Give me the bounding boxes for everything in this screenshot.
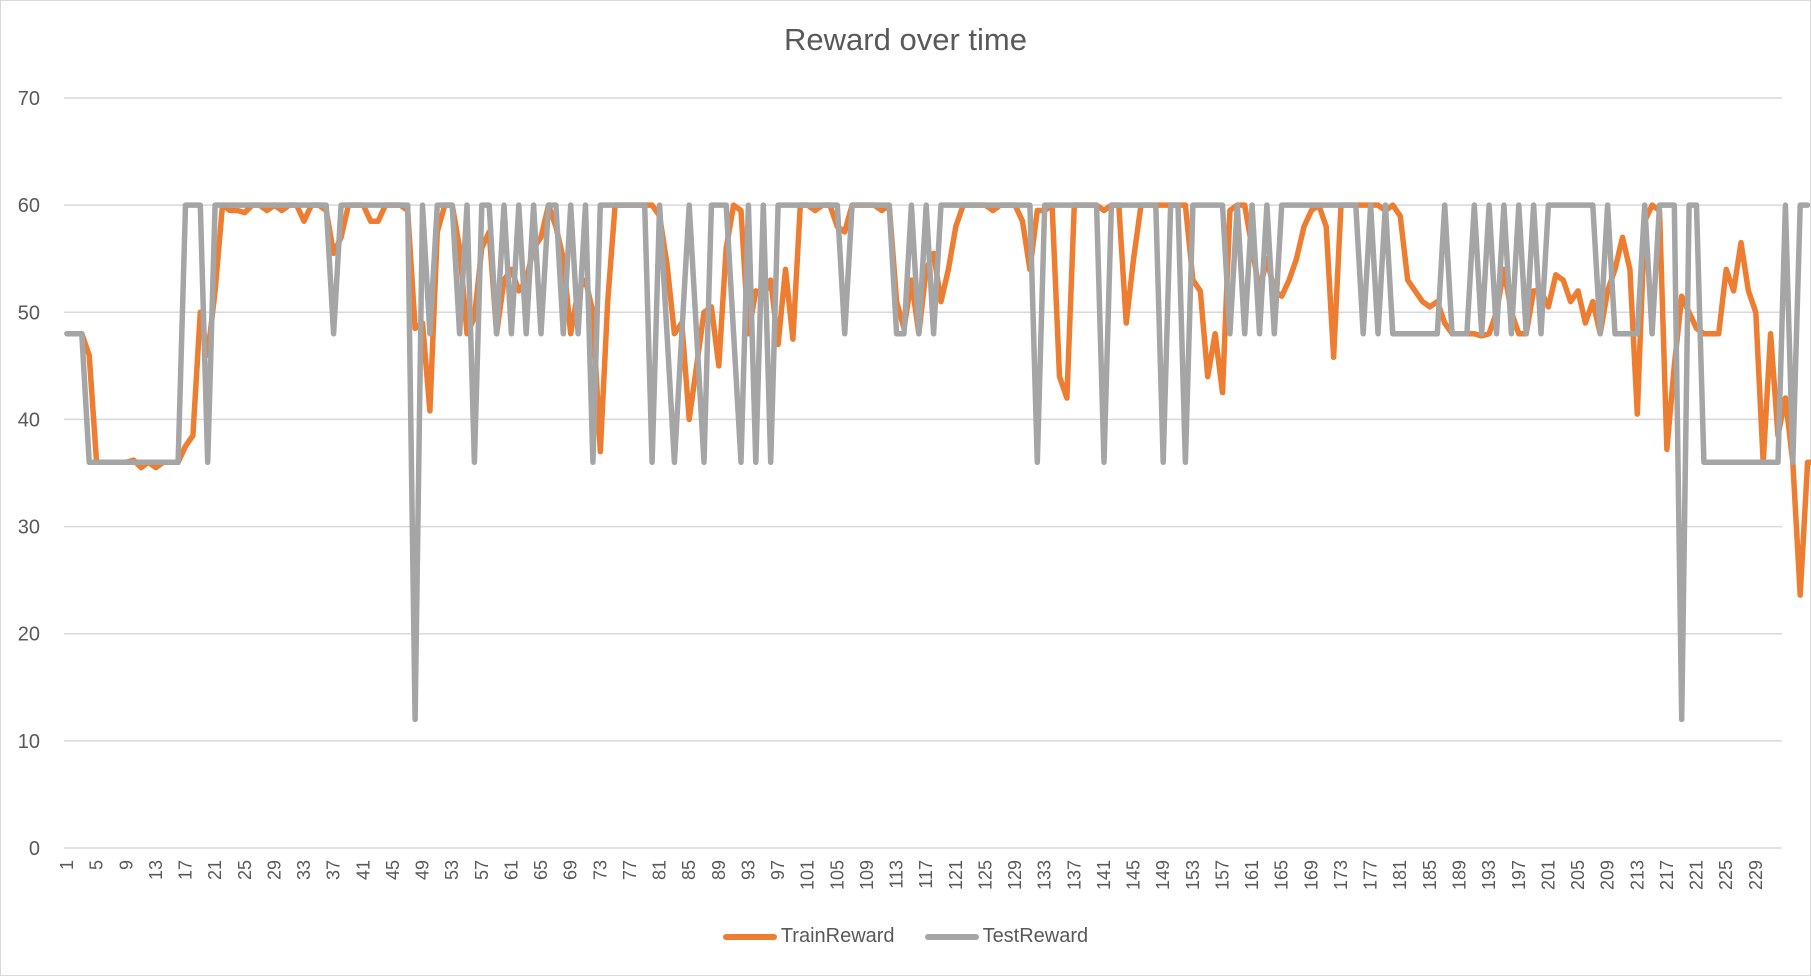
y-tick-label: 40 xyxy=(18,409,40,431)
x-tick-label: 137 xyxy=(1064,860,1084,890)
x-tick-label: 113 xyxy=(887,860,907,889)
x-tick-label: 129 xyxy=(1005,860,1025,890)
x-tick-label: 181 xyxy=(1390,860,1410,890)
legend-label-train: TrainReward xyxy=(780,925,895,947)
test-line-swatch-icon xyxy=(924,933,979,940)
x-tick-label: 165 xyxy=(1272,860,1292,890)
x-tick-label: 61 xyxy=(501,860,521,880)
x-tick-label: 33 xyxy=(294,860,314,880)
x-tick-label: 17 xyxy=(176,860,196,880)
test-reward-line xyxy=(64,202,1811,723)
x-tick-label: 1 xyxy=(57,860,77,870)
x-tick-label: 121 xyxy=(946,860,966,890)
x-tick-label: 105 xyxy=(827,860,847,890)
chart-title: Reward over time xyxy=(784,22,1027,57)
x-tick-label: 213 xyxy=(1627,860,1647,890)
x-tick-label: 177 xyxy=(1361,860,1381,890)
x-tick-label: 53 xyxy=(442,860,462,880)
x-tick-label: 109 xyxy=(857,860,877,890)
x-tick-label: 93 xyxy=(738,860,758,880)
x-tick-label: 89 xyxy=(709,860,729,880)
x-tick-label: 65 xyxy=(531,860,551,880)
x-tick-label: 13 xyxy=(146,860,166,880)
y-tick-label: 50 xyxy=(18,302,40,324)
x-tick-label: 37 xyxy=(324,860,344,880)
x-tick-label: 193 xyxy=(1479,860,1499,890)
x-tick-label: 149 xyxy=(1153,860,1173,890)
x-tick-label: 153 xyxy=(1183,860,1203,890)
y-tick-label: 30 xyxy=(18,517,40,539)
x-tick-label: 29 xyxy=(264,860,284,880)
legend: TrainReward TestReward xyxy=(0,925,1811,948)
legend-label-test: TestReward xyxy=(982,925,1089,947)
x-tick-label: 217 xyxy=(1657,860,1677,890)
x-tick-label: 73 xyxy=(590,860,610,880)
x-tick-label: 197 xyxy=(1509,860,1529,890)
x-tick-label: 209 xyxy=(1598,860,1618,890)
x-tick-label: 41 xyxy=(353,860,373,880)
x-tick-label: 145 xyxy=(1124,860,1144,890)
x-tick-label: 101 xyxy=(798,860,818,890)
x-tick-label: 45 xyxy=(383,860,403,880)
y-tick-label: 70 xyxy=(18,88,40,110)
x-tick-label: 225 xyxy=(1716,860,1736,890)
x-tick-label: 229 xyxy=(1746,860,1766,890)
x-tick-label: 185 xyxy=(1420,860,1440,890)
x-tick-label: 133 xyxy=(1035,860,1055,890)
x-tick-label: 169 xyxy=(1301,860,1321,890)
x-tick-label: 49 xyxy=(413,860,433,880)
x-tick-label: 57 xyxy=(472,860,492,880)
x-tick-label: 9 xyxy=(116,860,136,870)
series-lines xyxy=(64,202,1811,723)
x-tick-label: 161 xyxy=(1242,860,1262,890)
legend-item-train[interactable]: TrainReward xyxy=(722,925,895,948)
x-tick-label: 25 xyxy=(235,860,255,880)
y-tick-label: 20 xyxy=(18,624,40,646)
x-tick-label: 173 xyxy=(1331,860,1351,890)
x-tick-label: 141 xyxy=(1094,860,1114,890)
x-tick-label: 85 xyxy=(679,860,699,880)
x-tick-label: 125 xyxy=(975,860,995,890)
x-tick-label: 205 xyxy=(1568,860,1588,890)
x-tick-label: 221 xyxy=(1687,860,1707,890)
y-tick-label: 0 xyxy=(29,838,40,860)
x-tick-label: 97 xyxy=(768,860,788,880)
x-tick-label: 189 xyxy=(1450,860,1470,890)
x-tick-label: 5 xyxy=(87,860,107,870)
x-tick-label: 69 xyxy=(561,860,581,880)
x-tick-label: 21 xyxy=(205,860,225,880)
x-tick-label: 81 xyxy=(650,860,670,880)
y-axis-tick-labels: 0 10 20 30 40 50 60 70 xyxy=(18,88,40,860)
y-tick-label: 60 xyxy=(18,195,40,217)
x-tick-label: 117 xyxy=(916,860,936,889)
x-tick-label: 77 xyxy=(620,860,640,880)
train-line-swatch-icon xyxy=(722,933,777,940)
legend-item-test[interactable]: TestReward xyxy=(924,925,1089,948)
x-axis-tick-labels: 1 5 9 13 17 21 25 29 33 37 41 45 49 53 57 61 65 69 73 77 81 8… xyxy=(57,860,1766,890)
x-tick-label: 201 xyxy=(1538,860,1558,890)
x-tick-label: 157 xyxy=(1212,860,1232,890)
y-tick-label: 10 xyxy=(18,731,40,753)
